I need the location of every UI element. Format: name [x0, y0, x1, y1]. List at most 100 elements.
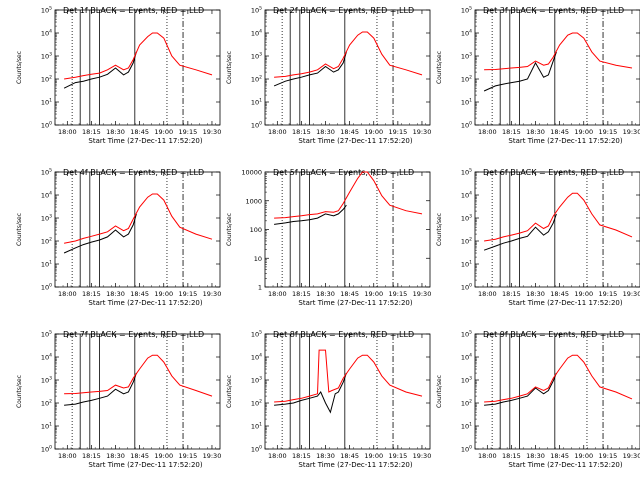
y-tick-label: 105: [461, 330, 472, 339]
y-tick-label: 103: [41, 376, 52, 385]
x-tick-label: 19:00: [154, 452, 173, 460]
y-tick-label: 102: [41, 399, 52, 408]
panel-det-5f: Det 5f BLACK = Events, RED = LLD Counts/s…: [226, 168, 431, 307]
y-tick-label: 104: [251, 353, 262, 362]
x-tick-label: 18:30: [106, 128, 125, 136]
panel-det-6f: Det 6f BLACK = Events, RED = LLD Counts/s…: [436, 168, 640, 307]
plot-frame: [474, 333, 640, 450]
x-tick-label: 18:00: [58, 452, 77, 460]
x-axis-label: Start Time (27-Dec-11 17:52:20): [508, 137, 622, 145]
x-tick-label: 19:00: [574, 290, 593, 298]
y-tick-label: 103: [461, 52, 472, 61]
y-tick-label: 10000: [241, 169, 262, 177]
plot-frame: [264, 171, 431, 288]
y-tick-label: 102: [461, 237, 472, 246]
x-tick-label: 18:30: [526, 128, 545, 136]
y-tick-label: 1000: [245, 197, 262, 205]
series-line-events: [274, 204, 347, 225]
panel-title: Det 8f BLACK = Events, RED = LLD: [273, 330, 414, 339]
plot-frame: [474, 9, 640, 126]
panel-title: Det 6f BLACK = Events, RED = LLD: [483, 168, 624, 177]
x-axis-label: Start Time (27-Dec-11 17:52:20): [508, 461, 622, 469]
y-tick-label: 105: [41, 330, 52, 339]
x-tick-label: 18:30: [106, 290, 125, 298]
x-tick-label: 18:30: [106, 452, 125, 460]
series-line-events: [483, 51, 557, 92]
x-tick-label: 18:00: [478, 290, 497, 298]
x-tick-label: 19:00: [364, 128, 383, 136]
y-axis-label: Counts/sec: [226, 375, 233, 408]
panel-det-8f: Det 8f BLACK = Events, RED = LLD Counts/s…: [226, 330, 431, 470]
x-tick-label: 18:30: [316, 290, 335, 298]
y-tick-label: 103: [461, 376, 472, 385]
y-tick-label: 100: [251, 121, 262, 130]
y-tick-label: 104: [41, 353, 52, 362]
y-tick-label: 101: [461, 422, 472, 431]
x-tick-label: 19:00: [364, 452, 383, 460]
plot-frame: [474, 171, 640, 288]
y-tick-label: 101: [41, 98, 52, 107]
plot-frame: [54, 9, 221, 126]
series-line-lld: [484, 354, 633, 403]
y-tick-label: 100: [461, 121, 472, 130]
x-tick-label: 18:15: [82, 290, 101, 298]
x-tick-label: 18:30: [316, 128, 335, 136]
y-axis-label: Counts/sec: [226, 213, 233, 246]
plot-frame: [54, 333, 221, 450]
x-tick-label: 19:00: [574, 452, 593, 460]
x-tick-label: 19:30: [413, 452, 432, 460]
x-tick-label: 18:15: [502, 128, 521, 136]
x-tick-label: 18:45: [130, 128, 149, 136]
y-tick-label: 101: [41, 422, 52, 431]
series-line-lld: [484, 32, 633, 71]
panel-title: Det 7f BLACK = Events, RED = LLD: [63, 330, 204, 339]
x-tick-label: 19:30: [623, 290, 640, 298]
x-tick-label: 19:15: [388, 290, 407, 298]
x-tick-label: 18:30: [526, 290, 545, 298]
x-tick-label: 19:00: [364, 290, 383, 298]
x-tick-label: 18:30: [526, 452, 545, 460]
x-tick-label: 19:30: [203, 452, 222, 460]
y-tick-label: 102: [461, 399, 472, 408]
y-tick-label: 105: [41, 6, 52, 15]
y-tick-label: 101: [251, 98, 262, 107]
series-line-events: [64, 372, 137, 406]
y-tick-label: 102: [461, 75, 472, 84]
y-tick-label: 103: [251, 52, 262, 61]
x-axis-label: Start Time (27-Dec-11 17:52:20): [88, 299, 202, 307]
x-tick-label: 18:15: [292, 452, 311, 460]
y-tick-label: 105: [461, 6, 472, 15]
series-line-events: [274, 372, 347, 414]
y-tick-label: 102: [251, 75, 262, 84]
panel-det-7f: Det 7f BLACK = Events, RED = LLD Counts/s…: [16, 330, 221, 470]
y-tick-label: 103: [41, 52, 52, 61]
x-axis-label: Start Time (27-Dec-11 17:52:20): [88, 461, 202, 469]
y-tick-label: 102: [251, 399, 262, 408]
y-tick-label: 101: [461, 260, 472, 269]
y-axis-label: Counts/sec: [16, 375, 23, 408]
y-axis-label: Counts/sec: [16, 213, 23, 246]
y-tick-label: 104: [41, 191, 52, 200]
panel-det-3f: Det 3f BLACK = Events, RED = LLD Counts/s…: [436, 6, 640, 145]
x-tick-label: 18:45: [130, 452, 149, 460]
y-tick-label: 10: [254, 255, 262, 263]
y-tick-label: 103: [461, 214, 472, 223]
panel-title: Det 1f BLACK = Events, RED = LLD: [63, 6, 204, 15]
x-axis-label: Start Time (27-Dec-11 17:52:20): [508, 299, 622, 307]
y-tick-label: 100: [251, 445, 262, 454]
y-axis-label: Counts/sec: [436, 51, 443, 84]
x-tick-label: 19:30: [413, 128, 432, 136]
y-tick-label: 104: [461, 29, 472, 38]
x-tick-label: 19:30: [203, 290, 222, 298]
series-line-events: [483, 213, 557, 251]
y-tick-label: 101: [41, 260, 52, 269]
x-tick-label: 18:30: [316, 452, 335, 460]
series-line-events: [63, 51, 137, 89]
x-tick-label: 19:30: [413, 290, 432, 298]
x-tick-label: 18:15: [292, 128, 311, 136]
series-line-lld: [64, 32, 213, 80]
x-tick-label: 19:00: [154, 290, 173, 298]
x-tick-label: 18:00: [268, 128, 287, 136]
x-tick-label: 18:00: [268, 452, 287, 460]
